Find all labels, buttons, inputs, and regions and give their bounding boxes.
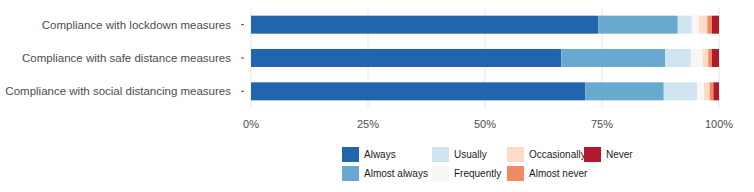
tick-label: 50% (474, 118, 496, 130)
category-label: Compliance with lockdown measures (42, 19, 231, 31)
bar-segment (692, 16, 699, 34)
bar-segment (664, 82, 697, 100)
tick-label: 25% (357, 118, 379, 130)
bar-segment (699, 16, 707, 34)
bar-segment (251, 82, 585, 100)
bar-segment (665, 49, 691, 67)
category-label: Compliance with social distancing measur… (5, 85, 231, 97)
bar-segment (707, 16, 712, 34)
legend-label: Almost never (529, 168, 588, 179)
chart: 0% 25% 50% 75% 100% Compliance with lockdown … (0, 0, 754, 192)
legend-swatch (584, 147, 601, 162)
bar-segment (712, 16, 719, 34)
bar-segment (598, 16, 678, 34)
tick-label: 100% (705, 118, 733, 130)
tick-label: 0% (243, 118, 259, 130)
bar-segment (712, 49, 719, 67)
legend-swatch (507, 166, 524, 181)
tick-label: 75% (591, 118, 613, 130)
legend-swatch (507, 147, 524, 162)
legend-swatch (342, 166, 359, 181)
bars (251, 16, 719, 101)
legend-label: Occasionally (529, 149, 586, 160)
bar-segment (251, 49, 561, 67)
bar-segment (704, 82, 710, 100)
legend-label: Always (364, 149, 396, 160)
bar-segment (561, 49, 665, 67)
legend: Always Almost always Usually Frequently Occa… (342, 147, 633, 181)
bar-segment (585, 82, 664, 100)
bar-segment (691, 49, 703, 67)
legend-label: Never (606, 149, 633, 160)
bar-segment (251, 16, 598, 34)
bar-segment (678, 16, 692, 34)
axis-tick (241, 91, 244, 92)
bar-segment (697, 82, 704, 100)
legend-swatch (432, 166, 449, 181)
axis-tick (241, 58, 244, 59)
bar-segment (710, 82, 714, 100)
bar-segment (703, 49, 709, 67)
axis-tick (241, 24, 244, 25)
category-label: Compliance with safe distance measures (22, 52, 231, 64)
legend-label: Frequently (454, 168, 501, 179)
legend-label: Almost always (364, 168, 428, 179)
bar-segment (708, 49, 712, 67)
legend-swatch (342, 147, 359, 162)
legend-label: Usually (454, 149, 487, 160)
bar-segment (713, 82, 719, 100)
legend-swatch (432, 147, 449, 162)
